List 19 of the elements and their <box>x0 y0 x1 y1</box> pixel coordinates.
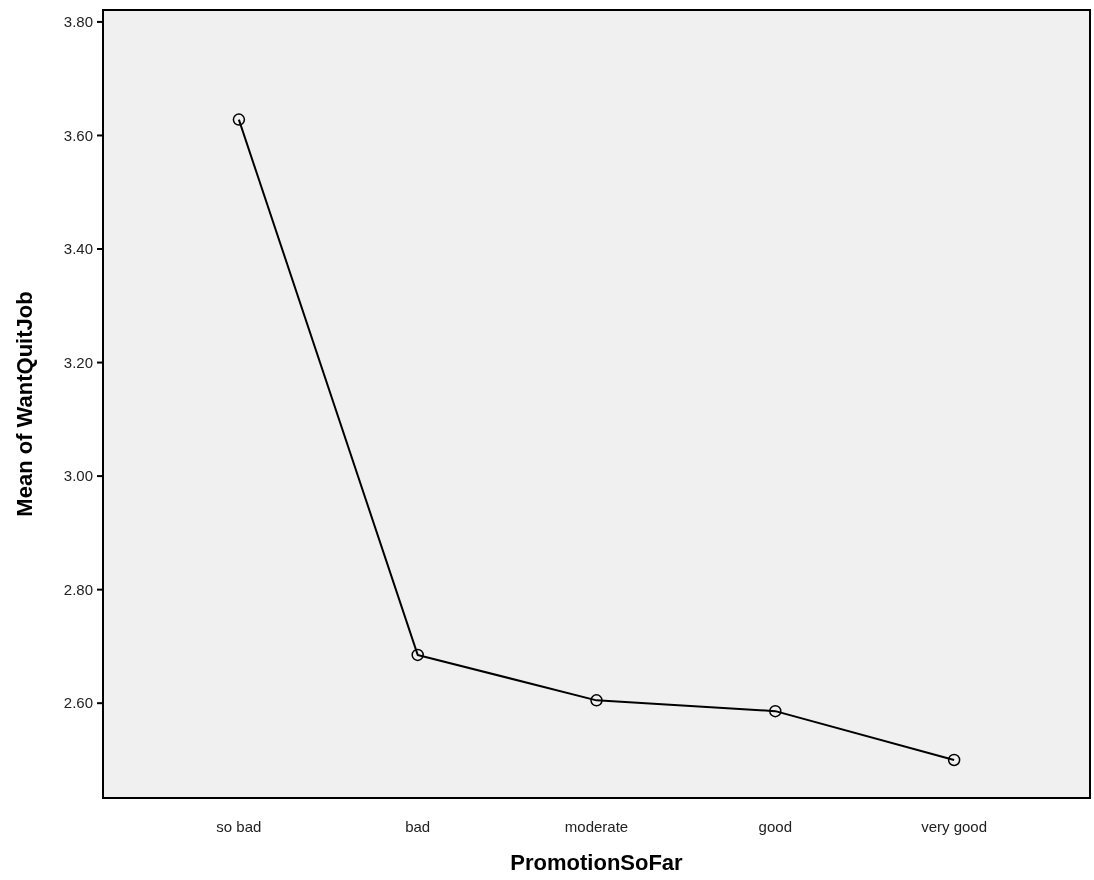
point <box>590 694 603 707</box>
y-tick-label: 3.80 <box>63 13 93 31</box>
y-tick-label: 3.60 <box>63 126 93 144</box>
point <box>769 704 782 718</box>
x-tick-label: very good <box>921 818 988 835</box>
point <box>947 753 961 767</box>
y-tick-label: 3.00 <box>63 467 93 485</box>
point <box>232 113 246 126</box>
y-tick-label: 3.20 <box>63 353 93 371</box>
point <box>411 648 424 662</box>
x-tick-label: good <box>758 818 792 835</box>
y-axis-title: Mean of WantQuitJob <box>12 291 37 517</box>
y-tick-label: 2.60 <box>63 694 93 712</box>
y-tick-label: 3.40 <box>63 240 93 258</box>
x-tick-label: so bad <box>216 818 262 835</box>
x-tick-label: moderate <box>564 818 629 835</box>
x-tick-label: bad <box>405 818 431 835</box>
y-tick-label: 2.80 <box>63 580 93 598</box>
x-axis-title: PromotionSoFar <box>510 850 684 875</box>
